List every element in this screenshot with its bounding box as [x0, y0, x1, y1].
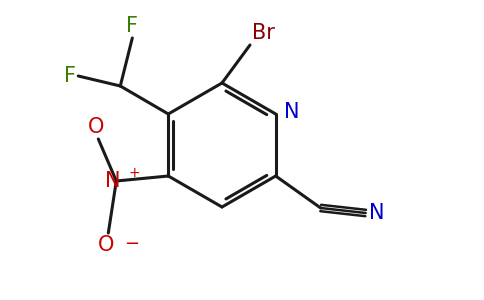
Text: N: N: [105, 171, 120, 191]
Text: +: +: [128, 166, 140, 180]
Text: Br: Br: [252, 23, 275, 43]
Text: F: F: [126, 16, 138, 36]
Text: N: N: [284, 102, 299, 122]
Text: F: F: [64, 66, 76, 86]
Text: N: N: [369, 203, 384, 223]
Text: O: O: [88, 117, 105, 137]
Text: O: O: [98, 235, 115, 255]
Text: −: −: [124, 235, 139, 253]
